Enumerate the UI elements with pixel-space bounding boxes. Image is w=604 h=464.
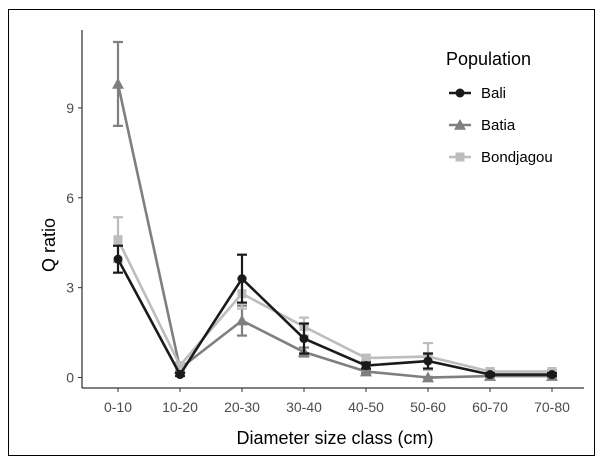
series-bali	[113, 244, 557, 380]
legend-label-batia: Batia	[481, 117, 516, 134]
chart-border	[8, 9, 595, 456]
y-tick-label-2: 6	[66, 190, 74, 206]
x-axis-title: Diameter size class (cm)	[236, 428, 433, 448]
point-bali-5	[423, 356, 433, 366]
y-axis-title: Q ratio	[39, 218, 59, 272]
series-layer	[112, 40, 558, 383]
y-tick-label-3: 9	[66, 100, 74, 116]
x-tick-label-2: 20-30	[224, 399, 260, 415]
point-bali-1	[175, 370, 185, 380]
axes: 0 3 6 9 0-10 10-20 20-30 30-40 40-50 50-60 60-70 70…	[66, 30, 584, 415]
point-bali-0	[113, 254, 123, 264]
point-batia-5	[422, 371, 434, 383]
x-tick-label-5: 50-60	[410, 399, 446, 415]
point-batia-2	[236, 314, 248, 326]
x-tick-label-3: 30-40	[286, 399, 322, 415]
point-bondjagou-1	[175, 361, 185, 371]
legend-item-batia: Batia	[449, 117, 516, 134]
series-line-bali	[116, 258, 552, 376]
x-tick-label-0: 0-10	[104, 399, 132, 415]
point-bondjagou-4	[361, 353, 371, 363]
legend-marker-bali	[455, 88, 465, 98]
y-tick-label-0: 0	[66, 370, 74, 386]
point-bali-6	[485, 370, 495, 380]
x-tick-label-7: 70-80	[534, 399, 570, 415]
legend-label-bali: Bali	[481, 85, 506, 102]
legend-marker-batia	[454, 119, 466, 130]
x-tick-label-1: 10-20	[162, 399, 198, 415]
legend-item-bali: Bali	[449, 85, 506, 102]
point-bondjagou-0	[113, 235, 123, 245]
series-line-bondjagou	[116, 239, 552, 373]
point-bali-7	[547, 370, 557, 380]
y-tick-label-1: 3	[66, 280, 74, 296]
legend-item-bondjagou: Bondjagou	[449, 149, 553, 166]
x-tick-label-6: 60-70	[472, 399, 508, 415]
legend-title: Population	[446, 49, 531, 69]
point-batia-4	[360, 365, 372, 377]
point-bali-2	[237, 274, 247, 284]
point-batia-0	[112, 77, 124, 89]
legend-label-bondjagou: Bondjagou	[481, 149, 553, 166]
point-bali-4	[361, 361, 371, 371]
legend: Population Bali Batia Bondjagou	[446, 49, 553, 166]
point-bali-3	[299, 334, 309, 344]
legend-marker-bondjagou	[455, 152, 465, 162]
x-tick-label-4: 40-50	[348, 399, 384, 415]
